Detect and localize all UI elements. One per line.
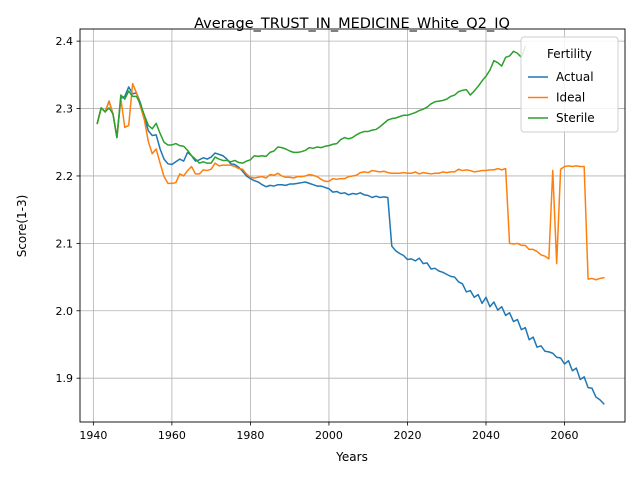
y-axis-ticks: 1.9 2.0 2.1 2.2 2.3 2.4 — [56, 35, 80, 385]
y-tick-label: 2.2 — [56, 170, 74, 183]
x-tick-label: 1980 — [236, 429, 264, 442]
x-axis-label: Years — [335, 450, 368, 464]
legend-label-ideal: Ideal — [556, 91, 585, 105]
y-tick-label: 2.0 — [56, 305, 74, 318]
plot-frame — [79, 28, 626, 423]
series-lines — [96, 45, 605, 405]
series-line-actual — [96, 86, 605, 405]
legend-label-actual: Actual — [556, 70, 594, 84]
y-tick-label: 2.1 — [56, 237, 74, 250]
legend: Fertility Actual Ideal Sterile — [520, 36, 619, 133]
chart-title: Average_TRUST_IN_MEDICINE_White_Q2_IQ — [194, 16, 510, 32]
series-line-sterile — [96, 45, 527, 164]
x-tick-label: 2040 — [472, 429, 500, 442]
series-line-ideal — [96, 82, 605, 281]
x-tick-label: 2000 — [315, 429, 343, 442]
legend-label-sterile: Sterile — [556, 111, 595, 125]
legend-title: Fertility — [547, 47, 592, 61]
x-tick-label: 2060 — [551, 429, 579, 442]
legend-entries: Actual Ideal Sterile — [528, 70, 595, 125]
y-tick-label: 2.3 — [56, 103, 74, 116]
y-axis-label: Score(1-3) — [15, 195, 29, 258]
x-tick-label: 2020 — [393, 429, 421, 442]
legend-box — [520, 36, 619, 133]
x-axis-ticks: 1940 1960 1980 2000 2020 2040 2060 — [79, 422, 579, 442]
y-tick-label: 1.9 — [56, 372, 74, 385]
x-tick-label: 1960 — [158, 429, 186, 442]
y-tick-label: 2.4 — [56, 35, 74, 48]
x-tick-label: 1940 — [79, 429, 107, 442]
